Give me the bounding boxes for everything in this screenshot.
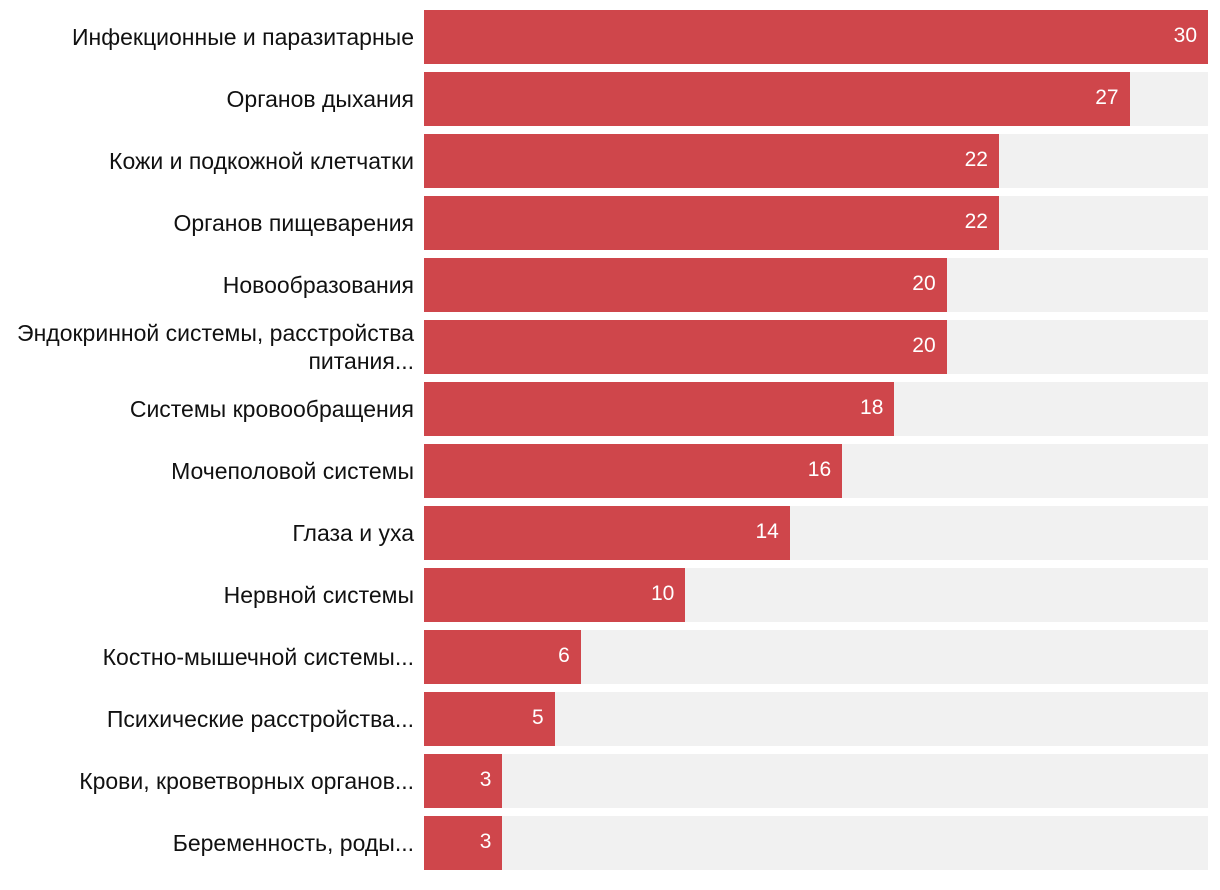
bar-row: Крови, кроветворных органов... 3 — [0, 754, 1220, 808]
bar — [424, 320, 947, 374]
bar-track: 18 — [424, 382, 1208, 436]
bar-track: 3 — [424, 816, 1208, 870]
bar-track: 10 — [424, 568, 1208, 622]
category-label: Органов дыхания — [226, 86, 414, 112]
value-label: 20 — [912, 334, 936, 357]
bar — [424, 754, 503, 808]
bar — [424, 630, 581, 684]
bar — [424, 568, 686, 622]
value-label: 20 — [912, 272, 936, 295]
bar-row: Системы кровообращения 18 — [0, 382, 1220, 436]
bar — [424, 10, 1208, 64]
category-label: Костно-мышечной системы... — [102, 644, 414, 670]
value-label: 14 — [755, 520, 779, 543]
category-label: Эндокринной системы, расстройства питани… — [17, 320, 414, 374]
bar-row: Глаза и уха 14 — [0, 506, 1220, 560]
bar-track: 20 — [424, 258, 1208, 312]
bar-track: 27 — [424, 72, 1208, 126]
bar-track: 5 — [424, 692, 1208, 746]
category-label: Нервной системы — [223, 582, 414, 608]
bar-track: 20 — [424, 320, 1208, 374]
category-label: Кожи и подкожной клетчатки — [109, 148, 414, 174]
bar-track: 3 — [424, 754, 1208, 808]
bar-row: Психические расстройства... 5 — [0, 692, 1220, 746]
bar — [424, 816, 503, 870]
bar — [424, 444, 843, 498]
bar-row: Инфекционные и паразитарные 30 — [0, 10, 1220, 64]
bar-row: Эндокринной системы, расстройства питани… — [0, 320, 1220, 374]
bar — [424, 134, 999, 188]
bar-row: Беременность, роды... 3 — [0, 816, 1220, 870]
bar — [424, 196, 999, 250]
bar-row: Новообразования 20 — [0, 258, 1220, 312]
value-label: 30 — [1173, 24, 1197, 47]
category-label: Психические расстройства... — [106, 706, 414, 732]
category-label: Крови, кроветворных органов... — [79, 768, 414, 794]
category-label: Органов пищеварения — [173, 210, 414, 236]
bar — [424, 506, 790, 560]
value-label: 27 — [1095, 86, 1119, 109]
value-label: 18 — [860, 396, 884, 419]
bar-track: 22 — [424, 134, 1208, 188]
value-label: 6 — [558, 644, 570, 667]
bar-track: 14 — [424, 506, 1208, 560]
bar-row: Органов пищеварения 22 — [0, 196, 1220, 250]
bar-track: 30 — [424, 10, 1208, 64]
value-label: 3 — [479, 830, 492, 853]
value-label: 5 — [531, 706, 544, 729]
value-label: 22 — [964, 210, 988, 233]
bar — [424, 692, 555, 746]
category-label: Системы кровообращения — [129, 396, 414, 422]
bar-track: 22 — [424, 196, 1208, 250]
bar-row: Органов дыхания 27 — [0, 72, 1220, 126]
bar-row: Мочеполовой системы 16 — [0, 444, 1220, 498]
category-label: Инфекционные и паразитарные — [71, 24, 414, 50]
category-label: Новообразования — [222, 272, 414, 298]
bar-row: Костно-мышечной системы... 6 — [0, 630, 1220, 684]
category-label: Глаза и уха — [292, 520, 414, 546]
bar-track: 6 — [424, 630, 1208, 684]
value-label: 3 — [479, 768, 492, 791]
category-label: Беременность, роды... — [172, 830, 414, 856]
value-label: 16 — [807, 458, 832, 481]
value-label: 22 — [964, 148, 988, 171]
bar — [424, 258, 947, 312]
category-label: Мочеполовой системы — [171, 458, 414, 484]
bar-row: Нервной системы 10 — [0, 568, 1220, 622]
value-label: 10 — [650, 582, 675, 605]
bar-row: Кожи и подкожной клетчатки 22 — [0, 134, 1220, 188]
bar — [424, 382, 895, 436]
bar-track: 16 — [424, 444, 1208, 498]
bar — [424, 72, 1130, 126]
